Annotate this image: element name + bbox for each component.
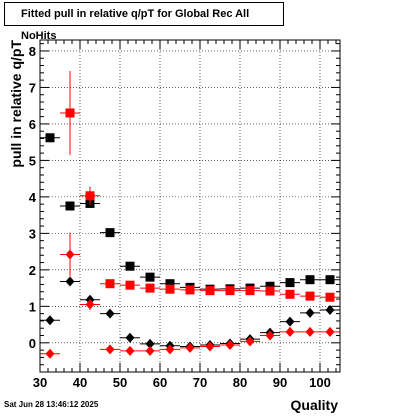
y-tick-label: 5: [29, 153, 36, 168]
x-tick-label: 50: [113, 375, 127, 390]
square-marker: [205, 286, 215, 296]
x-tick-label: 60: [153, 375, 167, 390]
x-axis-label: Quality: [291, 397, 339, 413]
diamond-marker: [285, 316, 295, 327]
square-marker: [185, 285, 195, 295]
square-marker: [65, 201, 75, 211]
x-tick-label: 30: [33, 375, 47, 390]
diamond-marker: [45, 348, 55, 359]
diamond-marker: [85, 299, 95, 310]
square-marker: [105, 228, 115, 238]
x-tick-label: 90: [273, 375, 287, 390]
y-tick-label: 0: [29, 336, 36, 351]
diamond-marker: [105, 308, 115, 319]
diamond-marker: [165, 344, 175, 355]
square-marker: [105, 279, 115, 289]
x-tick-label: 100: [309, 375, 331, 390]
square-marker: [285, 289, 295, 299]
square-marker: [285, 278, 295, 288]
square-marker: [325, 275, 335, 285]
diamond-marker: [125, 345, 135, 356]
square-marker: [65, 108, 75, 118]
square-marker: [265, 281, 275, 291]
diamond-marker: [65, 249, 75, 260]
y-tick-label: 4: [29, 190, 37, 205]
diamond-marker: [245, 336, 255, 347]
y-tick-label: 6: [29, 117, 36, 132]
x-tick-label: 80: [233, 375, 247, 390]
square-marker: [125, 280, 135, 290]
diamond-marker: [305, 326, 315, 337]
square-marker: [165, 284, 175, 294]
square-marker: [145, 272, 155, 282]
diamond-marker: [225, 340, 235, 351]
diamond-marker: [325, 304, 335, 315]
chart-title: Fitted pull in relative q/pT for Global …: [4, 2, 284, 42]
diamond-marker: [145, 338, 155, 349]
diamond-marker: [305, 307, 315, 318]
square-marker: [305, 275, 315, 285]
diamond-marker: [65, 276, 75, 287]
y-axis-label: pull in relative q/pT: [8, 40, 24, 168]
diamond-marker: [45, 315, 55, 326]
square-marker: [125, 261, 135, 271]
diamond-marker: [145, 345, 155, 356]
square-marker: [145, 283, 155, 293]
axes: 30 40 50 60 70 80 90 100 0 1 2 3 4 5 6 7 8: [29, 39, 341, 390]
square-marker: [265, 286, 275, 296]
x-tick-label: 40: [73, 375, 87, 390]
diamond-marker: [205, 341, 215, 352]
square-marker: [225, 286, 235, 296]
timestamp: Sat Jun 28 13:46:12 2025: [4, 400, 99, 409]
square-marker: [305, 291, 315, 301]
y-tick-label: 1: [29, 299, 36, 314]
y-tick-label: 2: [29, 263, 36, 278]
diamond-marker: [265, 330, 275, 341]
y-tick-label: 8: [29, 44, 36, 59]
square-marker: [45, 133, 55, 143]
data-points: [40, 71, 340, 359]
x-tick-label: 70: [193, 375, 207, 390]
square-marker: [165, 279, 175, 289]
diamond-marker: [325, 326, 335, 337]
y-tick-label: 3: [29, 226, 36, 241]
square-marker: [85, 191, 95, 201]
y-tick-label: 7: [29, 80, 36, 95]
diamond-marker: [125, 332, 135, 343]
diamond-marker: [285, 326, 295, 337]
square-marker: [325, 292, 335, 302]
plot-frame: [39, 39, 341, 373]
diamond-marker: [185, 342, 195, 353]
diamond-marker: [105, 344, 115, 355]
square-marker: [245, 286, 255, 296]
